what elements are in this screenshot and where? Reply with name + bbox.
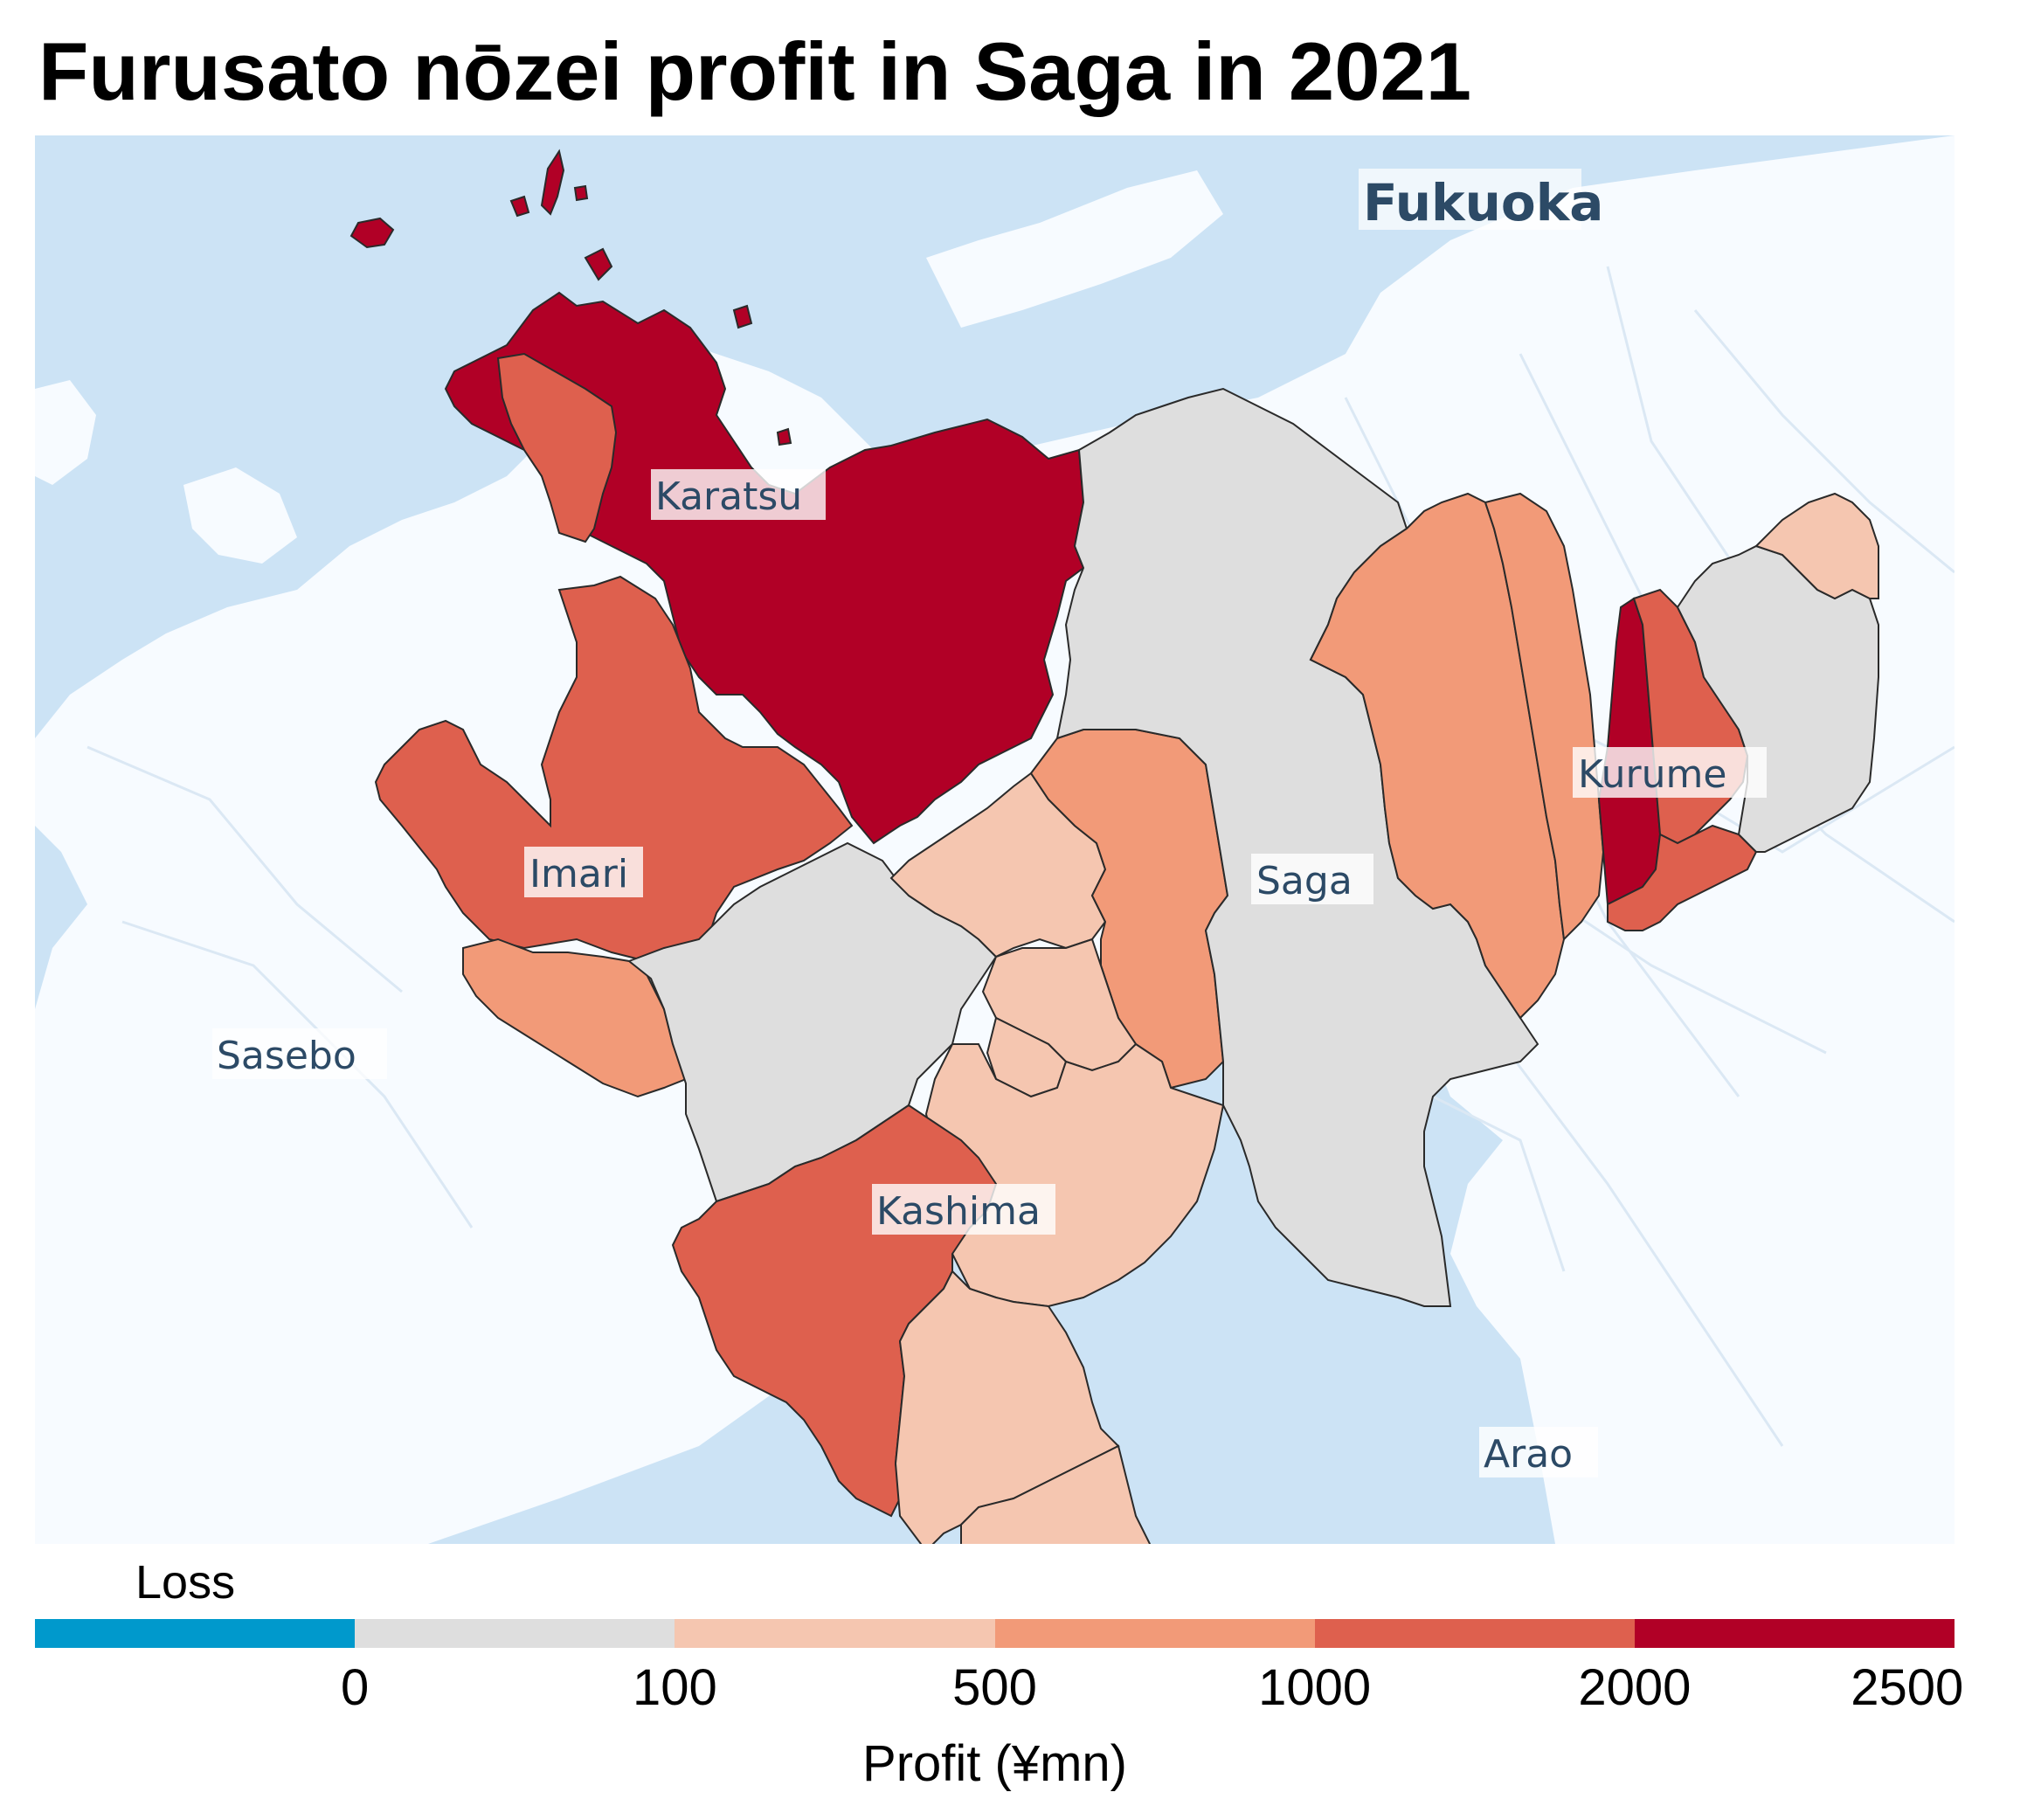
municipality-karatsu-island-4[interactable] <box>573 184 589 202</box>
label-saga-bg <box>1251 854 1373 904</box>
label-sasebo: Sasebo <box>212 1028 387 1079</box>
legend-tick-label: 500 <box>952 1659 1037 1716</box>
land-northeast-headland <box>926 170 1223 328</box>
municipality-karatsu-island-6[interactable] <box>776 427 792 446</box>
legend-bin-5 <box>1634 1619 1955 1648</box>
label-sasebo-text: Sasebo <box>217 1034 356 1078</box>
legend-bin-4 <box>1314 1619 1635 1648</box>
label-imari: Imari <box>524 847 643 897</box>
label-kashima-bg <box>872 1184 1055 1235</box>
label-imari-text: Imari <box>529 852 628 896</box>
legend-axis-title: Profit (¥mn) <box>862 1735 1127 1792</box>
municipalities-layer <box>349 149 1879 1544</box>
municipality-karatsu-island-1[interactable] <box>540 149 565 216</box>
label-kashima: Kashima <box>872 1184 1055 1235</box>
legend-loss-label: Loss <box>135 1556 236 1609</box>
choropleth-map[interactable]: Fukuoka Karatsu Imari Saga Kurume Sasebo… <box>35 135 1955 1544</box>
label-fukuoka-text: Fukuoka <box>1363 173 1603 232</box>
municipality-tosu[interactable] <box>1607 824 1758 931</box>
legend-tick-label: 0 <box>341 1659 370 1716</box>
municipality-kiyama-peach[interactable] <box>1754 492 1879 600</box>
road <box>1475 1008 1784 1447</box>
municipality-karatsu-island-5[interactable] <box>732 304 753 329</box>
legend-color-bar <box>35 1619 1955 1648</box>
land-west-island-3 <box>87 1149 262 1298</box>
label-fukuoka: Fukuoka <box>1359 169 1603 232</box>
label-arao: Arao <box>1479 1427 1598 1477</box>
label-karatsu-text: Karatsu <box>655 474 802 519</box>
road <box>1432 1095 1566 1272</box>
label-saga: Saga <box>1251 854 1373 904</box>
label-arao-text: Arao <box>1484 1432 1573 1477</box>
municipality-genkai[interactable] <box>496 352 618 543</box>
label-kurume: Kurume <box>1573 747 1767 798</box>
legend-tick-label: 100 <box>632 1659 717 1716</box>
page-title: Furusato nōzei profit in Saga in 2021 <box>38 25 1472 117</box>
label-sasebo-bg <box>212 1028 387 1079</box>
legend-tick-label: 2500 <box>1851 1659 1964 1716</box>
label-karatsu-bg <box>651 469 826 520</box>
label-arao-bg <box>1479 1427 1598 1477</box>
municipality-karatsu-island-7[interactable] <box>584 247 613 281</box>
land-west-island-1 <box>35 380 96 485</box>
legend-bin-3 <box>994 1619 1315 1648</box>
legend-tick-label: 1000 <box>1258 1659 1372 1716</box>
legend-tick-label: 2000 <box>1578 1659 1692 1716</box>
label-kashima-text: Kashima <box>876 1189 1041 1234</box>
legend: Loss 0 100 500 1000 2000 2500 Profit (¥mn) <box>35 1547 1963 1809</box>
municipality-yoshinogari[interactable] <box>1484 492 1605 942</box>
label-saga-text: Saga <box>1256 859 1353 903</box>
municipality-karatsu-island-2[interactable] <box>509 195 530 218</box>
label-karatsu: Karatsu <box>651 469 826 520</box>
land-west-island-2 <box>183 467 297 564</box>
municipality-tara[interactable] <box>960 1444 1206 1544</box>
label-kurume-bg <box>1573 747 1767 798</box>
road <box>1693 309 1955 574</box>
label-kurume-text: Kurume <box>1578 752 1726 797</box>
municipality-karatsu-island-3[interactable] <box>349 217 395 249</box>
municipality-takeo[interactable] <box>627 841 998 1203</box>
label-fukuoka-bg <box>1359 169 1581 230</box>
legend-bin-1 <box>355 1619 675 1648</box>
legend-bin-0 <box>35 1619 356 1648</box>
legend-bin-2 <box>675 1619 995 1648</box>
land-southwest-peninsula <box>35 1341 315 1544</box>
road <box>86 745 403 993</box>
label-imari-bg <box>524 847 643 897</box>
city-labels: Fukuoka Karatsu Imari Saga Kurume Sasebo… <box>212 169 1767 1477</box>
